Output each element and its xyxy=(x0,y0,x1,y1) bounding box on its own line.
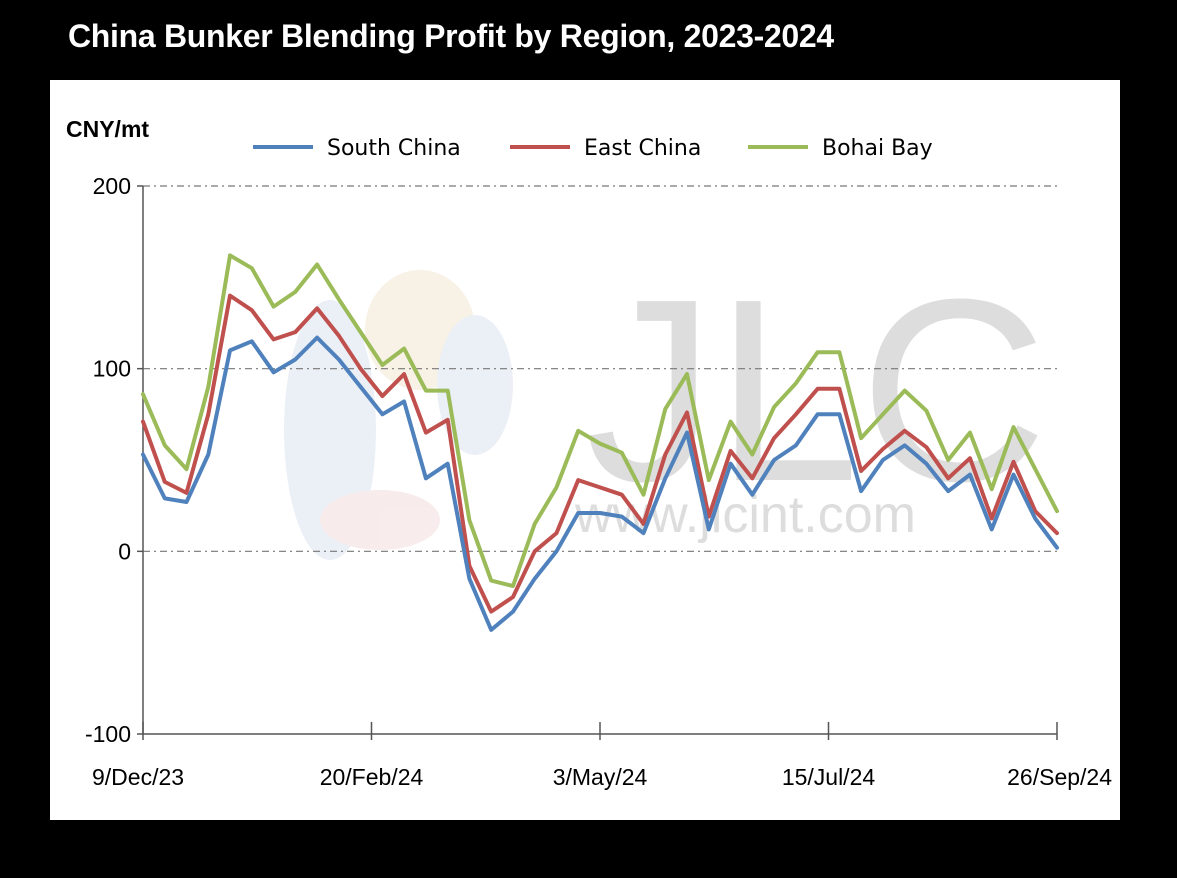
legend-label: East China xyxy=(584,136,701,161)
watermark-url-text: www.jlcint.com xyxy=(574,486,916,544)
y-tick-label: -100 xyxy=(85,721,131,747)
jlc-logo-icon xyxy=(284,270,513,560)
x-tick-label: 15/Jul/24 xyxy=(782,764,876,790)
y-tick-labels: 200 100 0 -100 xyxy=(85,173,131,747)
legend-label: South China xyxy=(327,136,461,161)
series-lines xyxy=(141,253,1059,632)
legend: South China East China Bohai Bay xyxy=(253,136,933,161)
chart-title: China Bunker Blending Profit by Region, … xyxy=(68,18,834,54)
y-axis-unit-label: CNY/mt xyxy=(66,116,149,142)
y-tick-label: 0 xyxy=(118,538,131,564)
x-tick-label: 9/Dec/23 xyxy=(92,764,184,790)
title-bar xyxy=(50,0,1120,80)
x-tick-labels: 9/Dec/23 20/Feb/24 3/May/24 15/Jul/24 26/Sep… xyxy=(92,764,1112,790)
x-tick-label: 26/Sep/24 xyxy=(1007,764,1112,790)
series-line-south-china xyxy=(141,335,1059,632)
x-tick-label: 20/Feb/24 xyxy=(320,764,424,790)
series-line-east-china xyxy=(141,293,1059,614)
x-tick-label: 3/May/24 xyxy=(553,764,648,790)
legend-label: Bohai Bay xyxy=(822,136,933,161)
y-tick-label: 100 xyxy=(93,356,131,382)
y-tick-label: 200 xyxy=(93,173,131,199)
series-line-bohai-bay xyxy=(141,253,1059,588)
axes xyxy=(137,185,1058,740)
